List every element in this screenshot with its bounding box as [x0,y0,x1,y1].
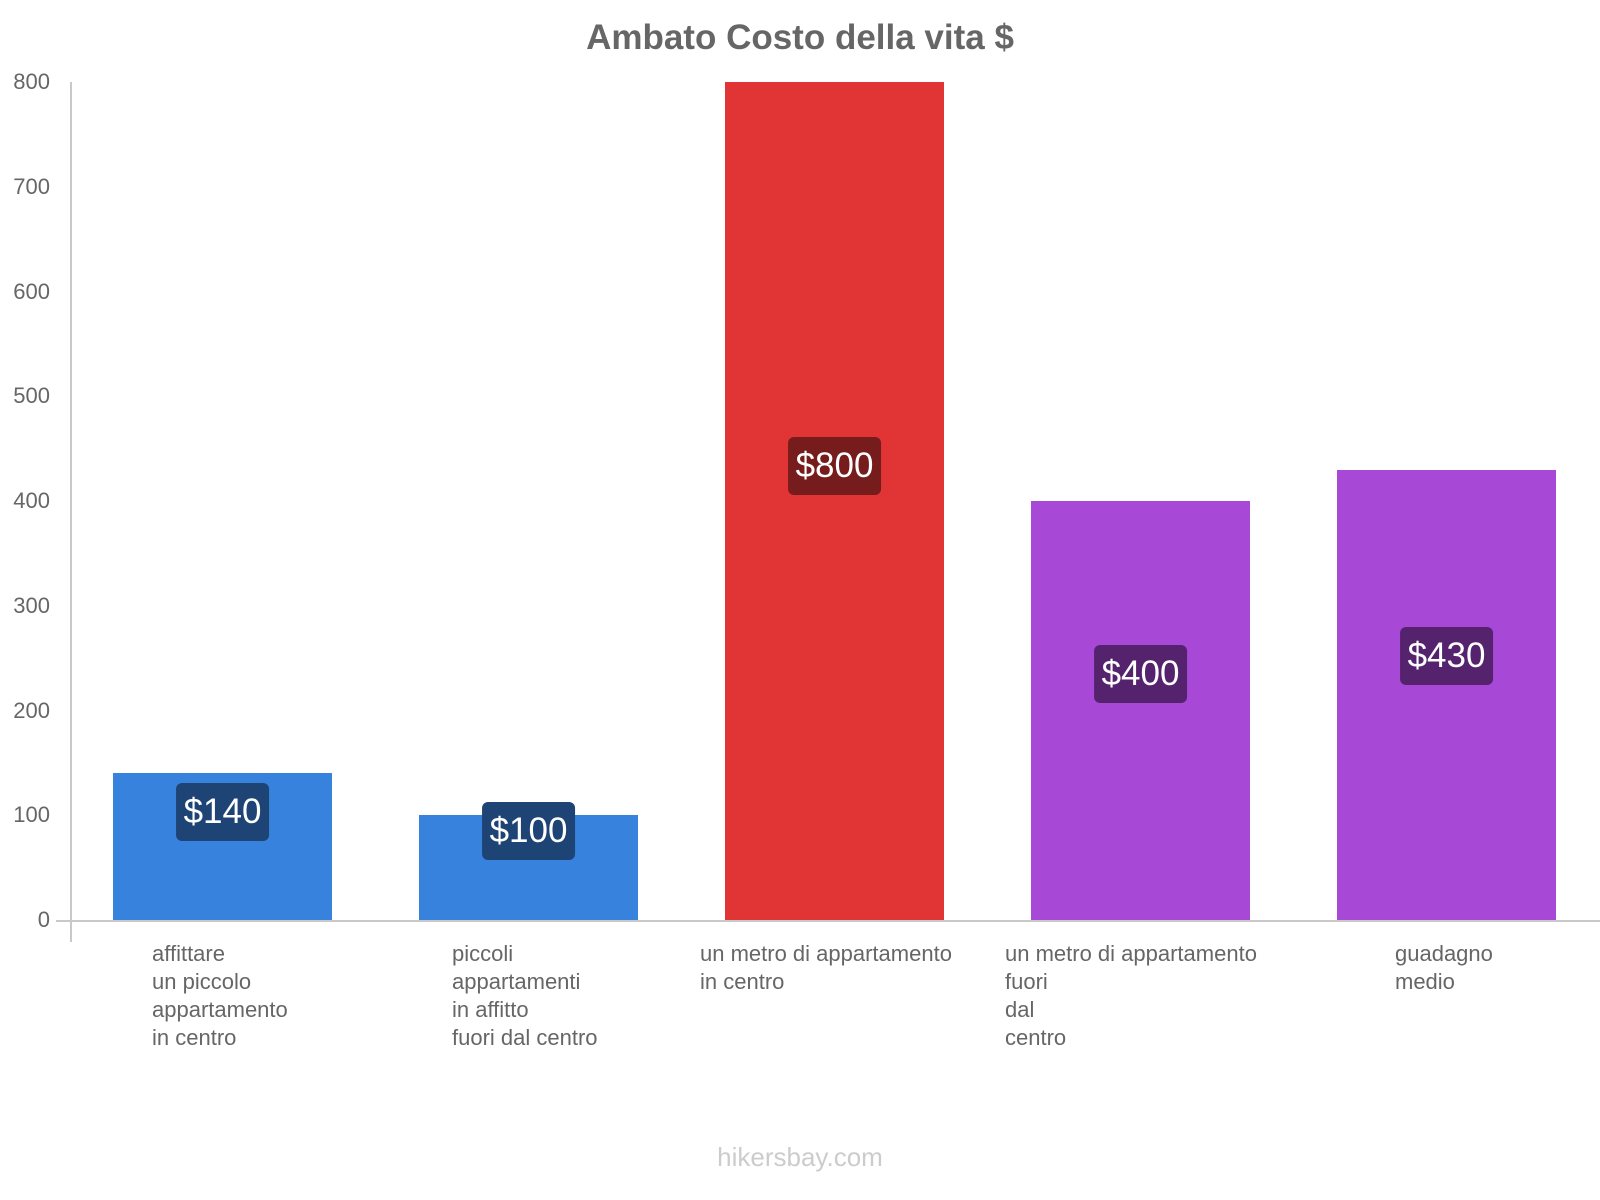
y-tick-label: 0 [37,907,50,932]
x-category-label: guadagno medio [1395,941,1493,994]
footer-watermark: hikersbay.com [717,1142,883,1172]
y-tick-mark [56,920,70,922]
y-tick-label: 200 [13,697,50,723]
y-axis-line [70,82,72,942]
y-tick-label: 500 [13,383,50,409]
y-tick-label: 600 [13,278,50,304]
bar[interactable]: $100 [419,802,638,920]
bar-value-label: $430 [1399,626,1494,685]
chart-title: Ambato Costo della vita $ [586,18,1014,57]
bar-value-label: $400 [1093,645,1188,703]
bar[interactable]: $400 [1031,501,1250,920]
y-tick-label: 100 [13,802,50,828]
x-axis-line [56,920,1600,922]
bar-value-label: $100 [481,802,576,860]
y-tick-label: 300 [13,592,50,618]
bar-value-label: $140 [175,782,270,841]
x-category-label: affittare un piccolo appartamento in cen… [152,941,288,1050]
x-category-label: piccoli appartamenti in affitto fuori da… [452,941,598,1050]
y-tick-label: 800 [13,69,50,94]
bar[interactable]: $800 [725,82,944,920]
x-category-label: un metro di appartamento fuori dal centr… [1005,941,1257,1050]
y-tick-label: 400 [13,488,50,513]
bar[interactable]: $430 [1337,469,1556,920]
x-category-label: un metro di appartamento in centro [700,941,952,994]
y-tick-label: 700 [13,173,50,199]
bar-value-label: $800 [787,437,882,495]
bar[interactable]: $140 [113,773,332,920]
